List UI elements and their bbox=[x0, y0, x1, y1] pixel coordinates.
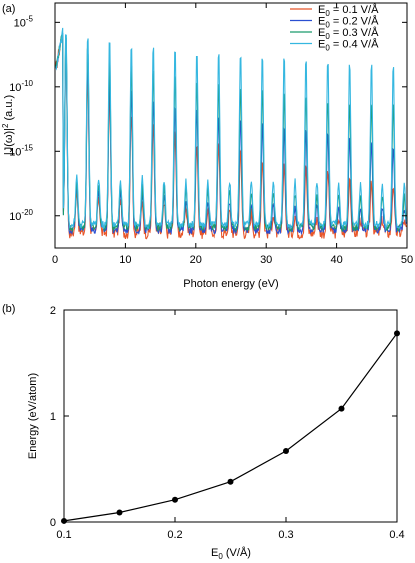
panel-a-y-ticks: 10-5 10-10 10-15 10-20 bbox=[9, 14, 407, 223]
y-tick-label: 2 bbox=[50, 305, 56, 317]
panel-a-frame bbox=[54, 2, 408, 249]
panel-b-x-axis-label: E0 (V/Å) bbox=[211, 546, 251, 561]
panel-b-frame bbox=[63, 309, 398, 523]
y-tick-label: 10-5 bbox=[14, 14, 34, 29]
spectrum-line bbox=[55, 27, 407, 231]
x-tick-label: 0.1 bbox=[56, 529, 71, 541]
x-tick-label: 0 bbox=[52, 254, 58, 266]
legend-entry: E0 = 0.3 V/Å bbox=[318, 26, 379, 41]
panel-b-y-axis-label: Energy (eV/atom) bbox=[27, 373, 39, 459]
x-tick-label: 30 bbox=[260, 254, 272, 266]
y-label-sup: 2 bbox=[1, 123, 10, 128]
panel-a-label: (a) bbox=[2, 3, 15, 15]
x-tick-label: 10 bbox=[119, 254, 131, 266]
legend-entry: E0 = 0.1 V/Å bbox=[318, 3, 379, 18]
data-point bbox=[283, 447, 289, 454]
y-label-main: |J(ω)| bbox=[3, 128, 15, 155]
x-label-post: (V/Å) bbox=[223, 546, 251, 559]
x-tick-label: 50 bbox=[401, 254, 413, 266]
x-label-pre: E bbox=[211, 547, 218, 559]
y-tick-label: 10-15 bbox=[9, 143, 33, 158]
y-label-rest: (a.u.) bbox=[3, 95, 15, 124]
legend-entry: E0 = 0.2 V/Å bbox=[318, 15, 379, 30]
data-point bbox=[116, 509, 123, 516]
panel-a-y-axis-label: |J(ω)|2 (a.u.) bbox=[1, 95, 15, 155]
spectra-series bbox=[55, 27, 407, 240]
legend: E0 = 0.1 V/ÅE0 = 0.2 V/ÅE0 = 0.3 V/ÅE0 =… bbox=[290, 3, 379, 53]
y-tick-label: 0 bbox=[50, 517, 56, 529]
data-point bbox=[172, 496, 178, 503]
energy-series bbox=[61, 330, 400, 524]
x-label-sub: 0 bbox=[218, 552, 223, 561]
y-tick-label: 1 bbox=[50, 411, 56, 423]
panel-b-x-ticks: 0.1 0.2 0.3 0.4 bbox=[56, 310, 405, 541]
data-point bbox=[227, 478, 234, 485]
panel-b: (b) 0.1 0.2 0.3 0.4 012 E0 (V/Å) Energy (eV… bbox=[2, 303, 405, 561]
x-tick-label: 40 bbox=[330, 254, 342, 266]
energy-line bbox=[63, 332, 398, 522]
data-point bbox=[61, 517, 67, 524]
panel-a-x-axis-label: Photon energy (eV) bbox=[183, 278, 278, 290]
x-tick-label: 0.2 bbox=[167, 529, 182, 541]
panel-a-x-ticks: 0 10 20 30 40 50 bbox=[52, 3, 413, 266]
x-tick-label: 0.4 bbox=[389, 529, 404, 541]
legend-entry: E0 = 0.4 V/Å bbox=[318, 38, 379, 53]
data-point bbox=[394, 330, 400, 337]
data-point bbox=[338, 405, 345, 412]
x-tick-label: 0.3 bbox=[278, 529, 293, 541]
panel-b-label: (b) bbox=[2, 303, 15, 315]
panel-a: (a) 0 10 20 30 40 50 10-5 10-10 10-15 10-20 Phot… bbox=[1, 2, 413, 290]
panel-b-y-ticks: 0 1 2 bbox=[50, 305, 397, 529]
y-tick-label: 10-20 bbox=[9, 208, 33, 223]
y-tick-label: 10-10 bbox=[9, 79, 33, 94]
x-tick-label: 20 bbox=[190, 254, 202, 266]
